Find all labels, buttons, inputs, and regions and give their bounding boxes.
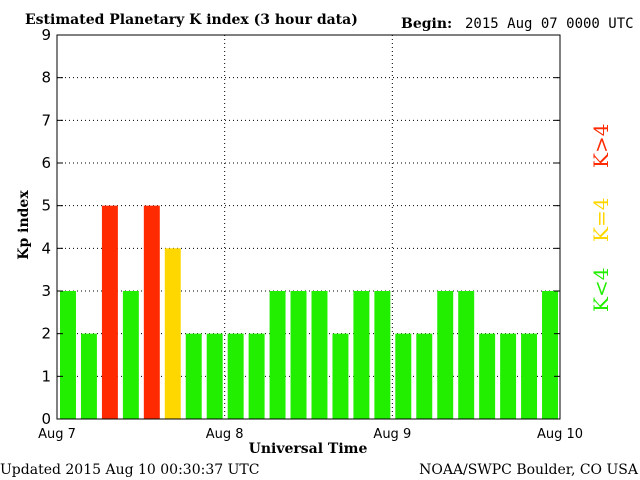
source-credit: NOAA/SWPC Boulder, CO USA	[419, 462, 639, 478]
legend-equal: K=4	[589, 198, 613, 242]
kp-bar	[521, 333, 538, 419]
x-tick-label: Aug 9	[373, 427, 411, 442]
kp-bar	[269, 291, 286, 419]
kp-bar	[206, 333, 223, 419]
begin-label: Begin:	[401, 16, 452, 32]
x-axis-label: Universal Time	[249, 441, 368, 457]
kp-bar	[290, 291, 307, 419]
y-tick-label: 1	[41, 367, 51, 385]
plot-area: 0 1 2 3 4 5 6 7 8 9 Aug 7 Aug 8 Aug 9 Aug 10	[38, 26, 583, 442]
y-tick-label: 2	[41, 325, 51, 343]
y-tick-label: 8	[41, 69, 51, 87]
kp-bar	[248, 333, 265, 419]
kp-bar	[542, 291, 558, 419]
y-tick-label: 3	[41, 282, 51, 300]
kp-bar	[437, 291, 454, 419]
legend-low: K<4	[589, 268, 613, 312]
kp-bar	[458, 291, 475, 419]
updated-timestamp: Updated 2015 Aug 10 00:30:37 UTC	[0, 462, 259, 478]
y-tick-label: 4	[41, 239, 51, 257]
y-axis-label: Kp index	[16, 190, 32, 260]
legend-high: K>4	[589, 124, 613, 168]
kp-bar	[395, 333, 412, 419]
chart-title: Estimated Planetary K index (3 hour data…	[25, 12, 358, 28]
begin-value: 2015 Aug 07 0000 UTC	[465, 16, 634, 32]
kp-bar	[164, 248, 181, 419]
x-tick-label: Aug 7	[38, 427, 76, 442]
y-tick-label: 5	[41, 197, 51, 215]
kp-bar	[122, 291, 139, 419]
kp-bar	[416, 333, 433, 419]
y-tick-label: 7	[41, 111, 51, 129]
kp-bar	[143, 205, 160, 419]
plot-frame	[56, 34, 561, 420]
y-tick-label: 0	[41, 410, 51, 428]
kp-bar	[101, 205, 118, 419]
kp-bar	[332, 333, 349, 419]
kp-bar	[374, 291, 391, 419]
y-tick-label: 9	[41, 26, 51, 44]
kp-bar	[60, 291, 76, 419]
kp-bar	[479, 333, 496, 419]
x-tick-label: Aug 8	[206, 427, 244, 442]
kp-bar	[311, 291, 328, 419]
x-tick-label: Aug 10	[537, 427, 583, 442]
kp-bar	[353, 291, 370, 419]
y-tick-label: 6	[41, 154, 51, 172]
kp-bar	[227, 333, 244, 419]
kp-bar	[500, 333, 517, 419]
kp-bar	[185, 333, 202, 419]
kp-bar	[80, 333, 97, 419]
